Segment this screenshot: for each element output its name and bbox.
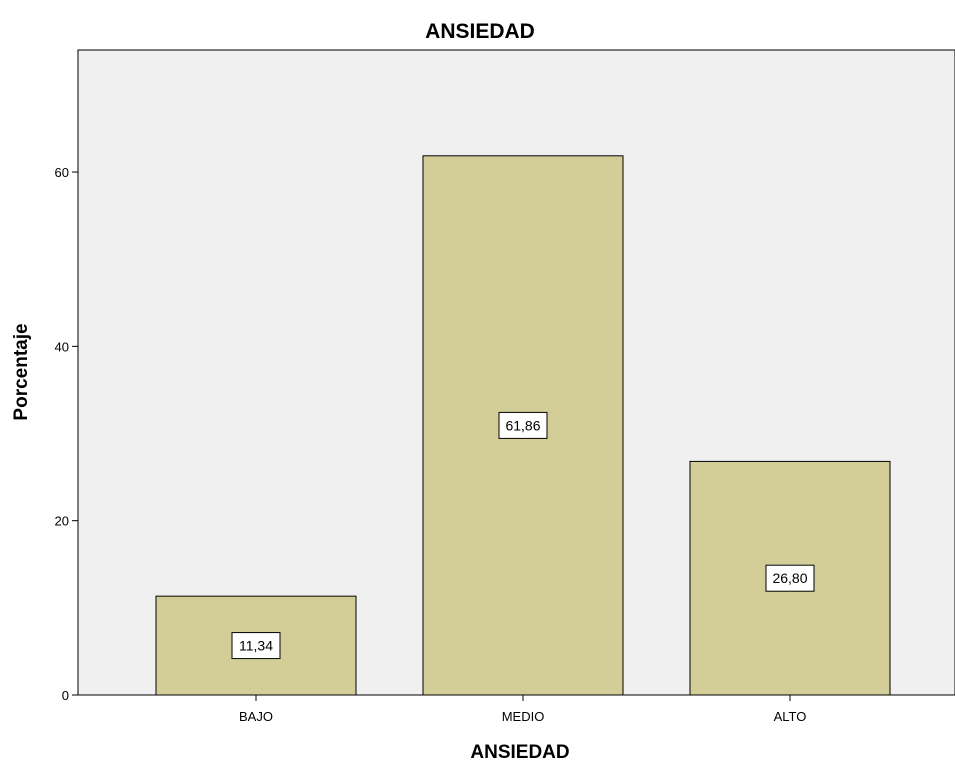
- x-axis: BAJO MEDIO ALTO: [239, 695, 806, 724]
- y-tick-label-40: 40: [55, 339, 69, 354]
- y-tick-label-60: 60: [55, 165, 69, 180]
- x-tick-label-medio: MEDIO: [502, 709, 545, 724]
- data-label-alto: 26,80: [772, 570, 807, 586]
- data-label-box-bajo: [231, 632, 281, 660]
- x-tick-label-bajo: BAJO: [239, 709, 273, 724]
- data-label-bajo: 11,34: [239, 638, 273, 654]
- data-label-box-alto: [765, 564, 815, 592]
- chart-title: ANSIEDAD: [425, 20, 535, 43]
- data-label-box-medio: [498, 411, 548, 439]
- x-axis-title: ANSIEDAD: [470, 742, 569, 762]
- data-label-medio: 61,86: [505, 417, 540, 433]
- y-axis-title: Porcentaje: [11, 323, 32, 420]
- y-axis: 0 20 40 60: [55, 165, 78, 703]
- bars-layer: 11,34 61,86 26,80: [155, 155, 891, 696]
- y-tick-label-0: 0: [62, 688, 69, 703]
- x-tick-label-alto: ALTO: [774, 709, 807, 724]
- y-tick-label-20: 20: [55, 514, 69, 529]
